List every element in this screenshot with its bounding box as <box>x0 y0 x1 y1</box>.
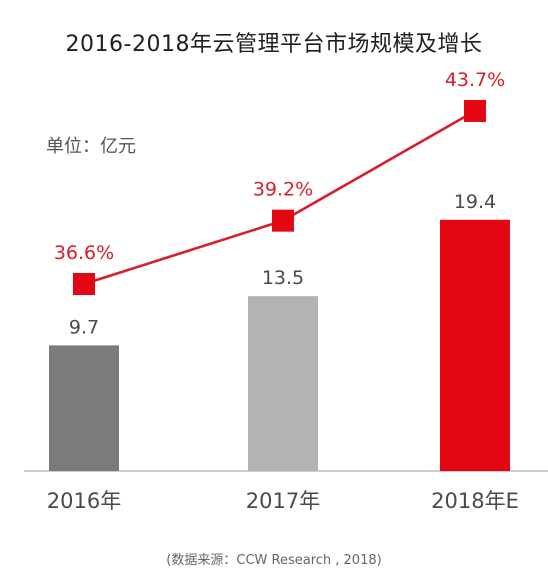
growth-marker <box>272 209 294 232</box>
x-tick-label: 2016年 <box>47 489 121 513</box>
source-note: (数据来源：CCW Research , 2018) <box>166 553 382 568</box>
bar-value-label: 19.4 <box>454 191 496 213</box>
unit-label: 单位：亿元 <box>46 136 136 157</box>
bar-value-label: 9.7 <box>69 316 99 338</box>
x-tick-label: 2017年 <box>246 489 320 513</box>
growth-rate-label: 39.2% <box>253 179 313 201</box>
growth-marker <box>73 273 95 295</box>
labels-group: 9.7 2016年 13.5 2017年 19.4 2018年E 36.6% 39.2% 43.… <box>47 69 519 513</box>
bar-3 <box>440 219 510 471</box>
growth-marker <box>464 99 486 122</box>
bar-1 <box>49 345 119 471</box>
growth-rate-label: 43.7% <box>445 69 505 91</box>
growth-rate-label: 36.6% <box>54 242 114 264</box>
growth-line-group <box>73 99 486 295</box>
bar-2 <box>248 296 318 471</box>
chart-title: 2016-2018年云管理平台市场规模及增长 <box>65 32 483 57</box>
bars-group <box>49 219 510 471</box>
x-tick-label: 2018年E <box>431 489 519 513</box>
bar-value-label: 13.5 <box>262 267 304 289</box>
